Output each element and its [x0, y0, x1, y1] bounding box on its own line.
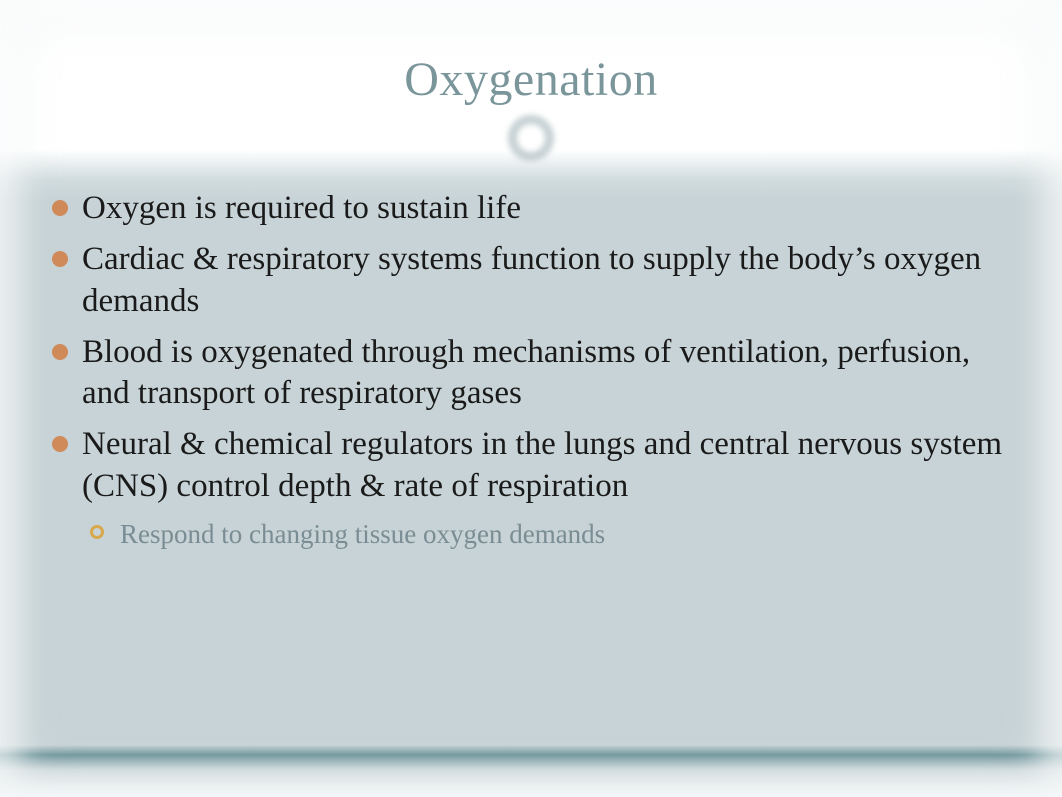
slide-title: Oxygenation [0, 52, 1062, 107]
sub-bullet-item: Respond to changing tissue oxygen demand… [90, 517, 1010, 552]
slide-body: Oxygen is required to sustain life Cardi… [52, 188, 1010, 552]
bullet-item: Blood is oxygenated through mechanisms o… [52, 332, 1010, 415]
ring-ornament-icon [508, 115, 554, 161]
bullet-item: Cardiac & respiratory systems function t… [52, 239, 1010, 322]
bullet-item: Neural & chemical regulators in the lung… [52, 424, 1010, 507]
slide: Oxygenation Oxygen is required to sustai… [0, 0, 1062, 797]
bullet-item: Oxygen is required to sustain life [52, 188, 1010, 229]
